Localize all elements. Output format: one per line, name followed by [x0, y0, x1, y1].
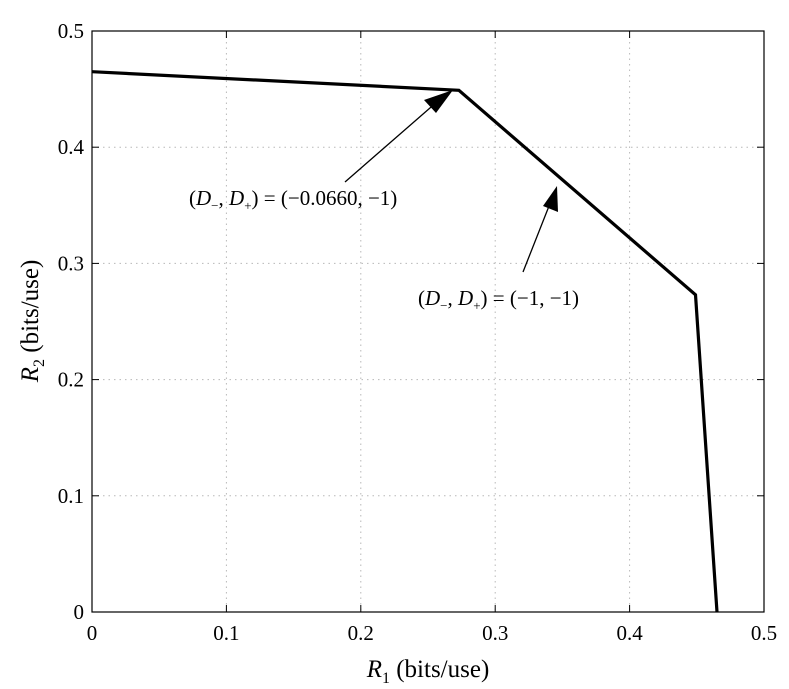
grid [92, 31, 764, 612]
annotation-2-arrow-line [522, 200, 552, 273]
y-tick-label: 0.3 [58, 251, 84, 275]
annotation-1-arrow-head [424, 90, 453, 113]
annotation-1-arrow-line [344, 100, 439, 183]
rate-region-boundary-line [91, 70, 719, 613]
annotation-2-label: (D−, D+) = (−1, −1) [418, 286, 579, 313]
y-tick-label: 0.5 [58, 19, 84, 43]
y-tick-label: 0.4 [58, 135, 85, 159]
y-tick-label: 0.1 [58, 484, 84, 508]
y-tick-label: 0.2 [58, 368, 84, 392]
axis-ticks: 0 0.1 0.2 0.3 0.4 0.5 0 0.1 0.2 0.3 0.4 0.5 [58, 19, 777, 645]
x-tick-label: 0.3 [482, 621, 508, 645]
annotation-1-label: (D−, D+) = (−0.0660, −1) [189, 186, 397, 213]
x-tick-label: 0 [87, 621, 98, 645]
y-axis-label: R2 (bits/use) [17, 260, 48, 384]
annotation-2-arrow-head [543, 186, 558, 212]
x-axis-label: R1 (bits/use) [366, 656, 490, 687]
plot-frame [91, 30, 765, 613]
annotation-2: (D−, D+) = (−1, −1) [418, 186, 579, 313]
y-tick-label: 0 [74, 600, 85, 624]
x-tick-label: 0.2 [348, 621, 374, 645]
x-tick-label: 0.4 [616, 621, 643, 645]
x-tick-label: 0.5 [751, 621, 777, 645]
annotation-1: (D−, D+) = (−0.0660, −1) [189, 90, 453, 213]
series-layer [91, 70, 719, 613]
x-tick-label: 0.1 [213, 621, 239, 645]
